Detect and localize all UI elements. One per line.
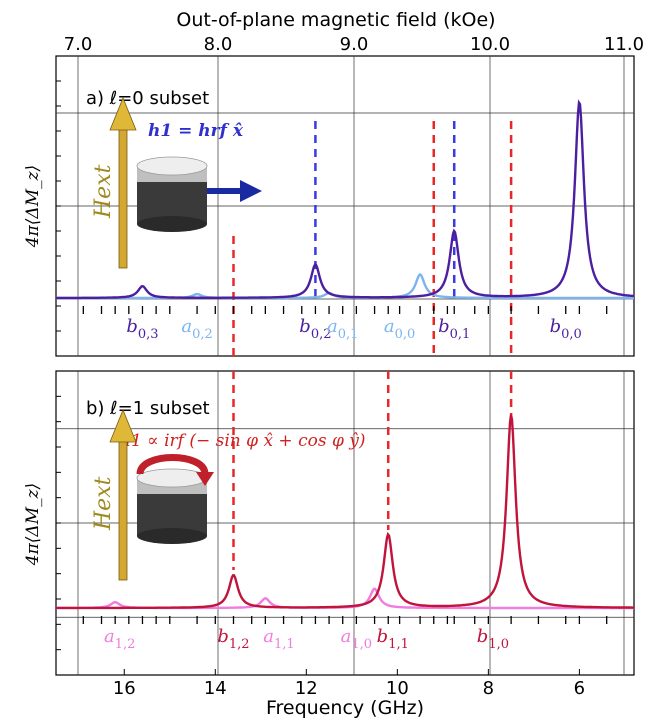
h1-arrow-head xyxy=(240,180,262,202)
panel-b-mode-labels: a1,2 b1,2 a1,1 a1,0 b1,1 b1,0 xyxy=(104,626,509,652)
panel-a: b0,3 a0,2 b0,2a0,1 a0,0 b0,1 b0,0 a) ℓ=0 subs… xyxy=(23,55,635,357)
panel-a-disk-icon: Hext xyxy=(91,96,262,269)
bottom-tick-label: 6 xyxy=(574,678,585,699)
bottom-tick-label: 12 xyxy=(295,678,318,699)
mode-label: a1,1 xyxy=(263,626,294,652)
top-tick-label: 8.0 xyxy=(204,34,233,55)
rotating-field-arrow xyxy=(136,454,209,475)
bottom-axis-label: Frequency (GHz) xyxy=(266,697,424,719)
rotating-field-head xyxy=(196,472,214,486)
mode-label: b0,0 xyxy=(550,316,582,342)
disk-top xyxy=(136,468,208,488)
mode-label: b0,1 xyxy=(438,316,470,342)
top-tick-label: 7.0 xyxy=(64,34,93,55)
bottom-tick-label: 8 xyxy=(483,678,494,699)
bottom-tick-label: 14 xyxy=(204,678,227,699)
panel-b-curves xyxy=(56,414,634,610)
bottom-tick-label: 16 xyxy=(113,678,136,699)
mode-label: a0,2 xyxy=(181,316,212,342)
mode-label: a1,0 xyxy=(341,626,372,652)
panel-a-mode-ticks xyxy=(82,306,608,314)
top-axis-ticks: 7.0 8.0 9.0 10.0 11.0 xyxy=(64,34,644,55)
field-arrow-head xyxy=(109,96,137,131)
series-line xyxy=(56,587,634,610)
mode-label: a0,1 xyxy=(327,316,358,342)
panel-b-excitation-label: h1 ∝ irf (− sin φ x̂ + cos φ ŷ) xyxy=(120,431,366,451)
panel-a-curves xyxy=(56,99,635,300)
panel-a-label: a) ℓ=0 subset xyxy=(86,88,209,109)
series-line xyxy=(56,99,635,300)
panel-a-dashed-lines xyxy=(232,121,513,356)
field-arrow-shaft xyxy=(118,127,128,269)
panel-b-dashed-lines xyxy=(232,371,513,570)
mode-label: b1,0 xyxy=(477,626,509,652)
bottom-axis-ticks: 16 14 12 10 8 6 xyxy=(113,669,585,699)
bottom-tick-label: 10 xyxy=(386,678,409,699)
panel-a-excitation-label: h1 = hrf x̂ xyxy=(148,121,244,141)
top-tick-label: 9.0 xyxy=(340,34,369,55)
h1-arrow-shaft xyxy=(207,188,243,194)
top-axis-label: Out-of-plane magnetic field (kOe) xyxy=(176,9,495,31)
panel-b: a1,2 b1,2 a1,1 a1,0 b1,1 b1,0 b) ℓ=1 subset h… xyxy=(23,370,635,676)
field-label: Hext xyxy=(91,476,116,531)
mode-label: b1,1 xyxy=(377,626,409,652)
mode-label: b0,3 xyxy=(126,316,158,342)
y-axis-label-a: 4π⟨ΔM_z⟩ xyxy=(23,165,43,248)
field-arrow-shaft xyxy=(118,439,128,581)
disk-bottom xyxy=(137,528,207,544)
top-tick-label: 10.0 xyxy=(470,34,510,55)
mode-label: b1,2 xyxy=(217,626,249,652)
y-axis-label-b: 4π⟨ΔM_z⟩ xyxy=(23,483,43,566)
mode-label: a0,0 xyxy=(384,316,415,342)
panel-a-y-label: 4π⟨ΔM_z⟩ xyxy=(23,165,43,248)
panel-b-label: b) ℓ=1 subset xyxy=(86,398,210,419)
field-label: Hext xyxy=(91,164,116,219)
top-tick-label: 11.0 xyxy=(604,34,644,55)
series-line xyxy=(56,414,634,610)
disk-bottom xyxy=(137,216,207,232)
panel-b-mode-ticks xyxy=(82,616,608,624)
disk-top xyxy=(136,156,208,176)
panel-b-disk-icon: Hext xyxy=(91,408,214,581)
panel-a-mode-labels: b0,3 a0,2 b0,2a0,1 a0,0 b0,1 b0,0 xyxy=(126,316,581,342)
field-arrow-head xyxy=(109,408,137,443)
panel-b-y-label: 4π⟨ΔM_z⟩ xyxy=(23,483,43,566)
mode-label: a1,2 xyxy=(104,626,135,652)
mode-label: b0,2 xyxy=(299,316,331,342)
panel-b-grid xyxy=(56,371,634,675)
